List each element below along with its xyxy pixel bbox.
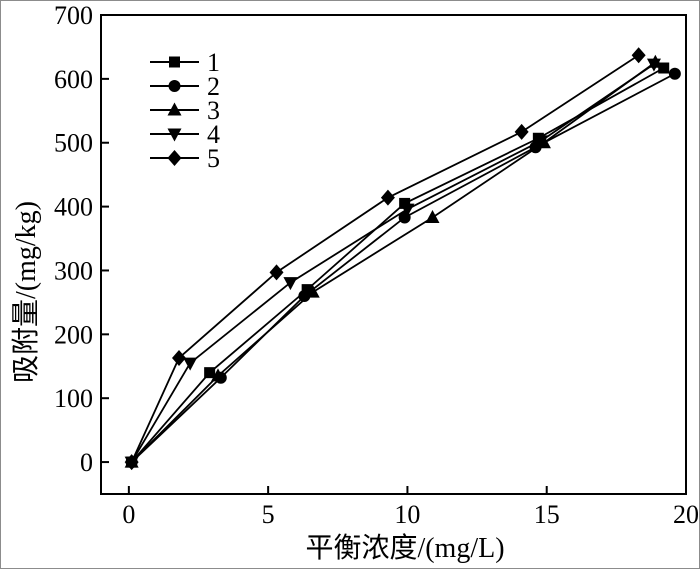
series-1-marker — [658, 62, 670, 74]
y-tick-label: 0 — [80, 448, 93, 477]
y-tick-label: 300 — [54, 256, 93, 285]
series-2-marker — [668, 67, 681, 80]
series-1-marker — [204, 367, 216, 379]
y-tick-label: 700 — [54, 1, 93, 30]
y-tick-label: 200 — [54, 320, 93, 349]
series-1-line — [130, 67, 665, 463]
series-4-marker — [646, 58, 661, 72]
series-5-marker — [269, 264, 284, 281]
series-4-marker — [183, 357, 198, 371]
x-tick-label: 20 — [673, 500, 699, 529]
series-5-line — [130, 54, 640, 463]
series-5-marker — [514, 123, 529, 140]
diamond-icon — [167, 150, 182, 166]
triangle-down-icon — [167, 128, 182, 142]
legend-label: 1 — [207, 48, 220, 77]
series-5-marker — [631, 47, 646, 64]
triangle-up-icon — [167, 102, 182, 116]
y-tick-label: 100 — [54, 384, 93, 413]
legend-item-1: 1 — [150, 48, 220, 77]
series-3-marker — [425, 209, 440, 223]
series-2-marker — [529, 141, 542, 154]
y-tick-label: 400 — [54, 193, 93, 222]
y-tick-label: 500 — [54, 129, 93, 158]
series-3-marker — [305, 284, 320, 298]
legend-label: 3 — [207, 96, 220, 125]
series-2-line — [131, 72, 676, 463]
legend-label: 4 — [207, 120, 220, 149]
x-tick-label: 5 — [262, 500, 275, 529]
circle-icon — [168, 80, 181, 92]
y-tick-label: 600 — [54, 65, 93, 94]
series-4-marker — [534, 135, 549, 149]
legend-item-4: 4 — [150, 120, 220, 149]
series-4-line — [130, 63, 655, 463]
series-1-marker — [399, 197, 411, 209]
legend-item-5: 5 — [150, 144, 220, 173]
series-1-marker — [301, 284, 313, 296]
series-5-marker — [172, 349, 186, 366]
x-tick-label: 15 — [534, 500, 560, 529]
x-tick-label: 0 — [122, 500, 135, 529]
series-3-line — [131, 61, 656, 463]
legend-item-3: 3 — [150, 96, 220, 125]
legend-item-2: 2 — [150, 72, 220, 101]
plot-frame — [100, 14, 687, 495]
series-4-marker — [400, 203, 415, 217]
series-3-marker — [211, 368, 225, 382]
series-4-marker — [283, 277, 298, 291]
series-5-marker — [380, 189, 395, 206]
legend-label: 2 — [207, 72, 220, 101]
series-5-marker — [124, 454, 139, 471]
square-icon — [169, 56, 180, 68]
series-2-marker — [298, 290, 311, 303]
legend-label: 5 — [207, 144, 220, 173]
x-tick-label: 10 — [394, 500, 420, 529]
